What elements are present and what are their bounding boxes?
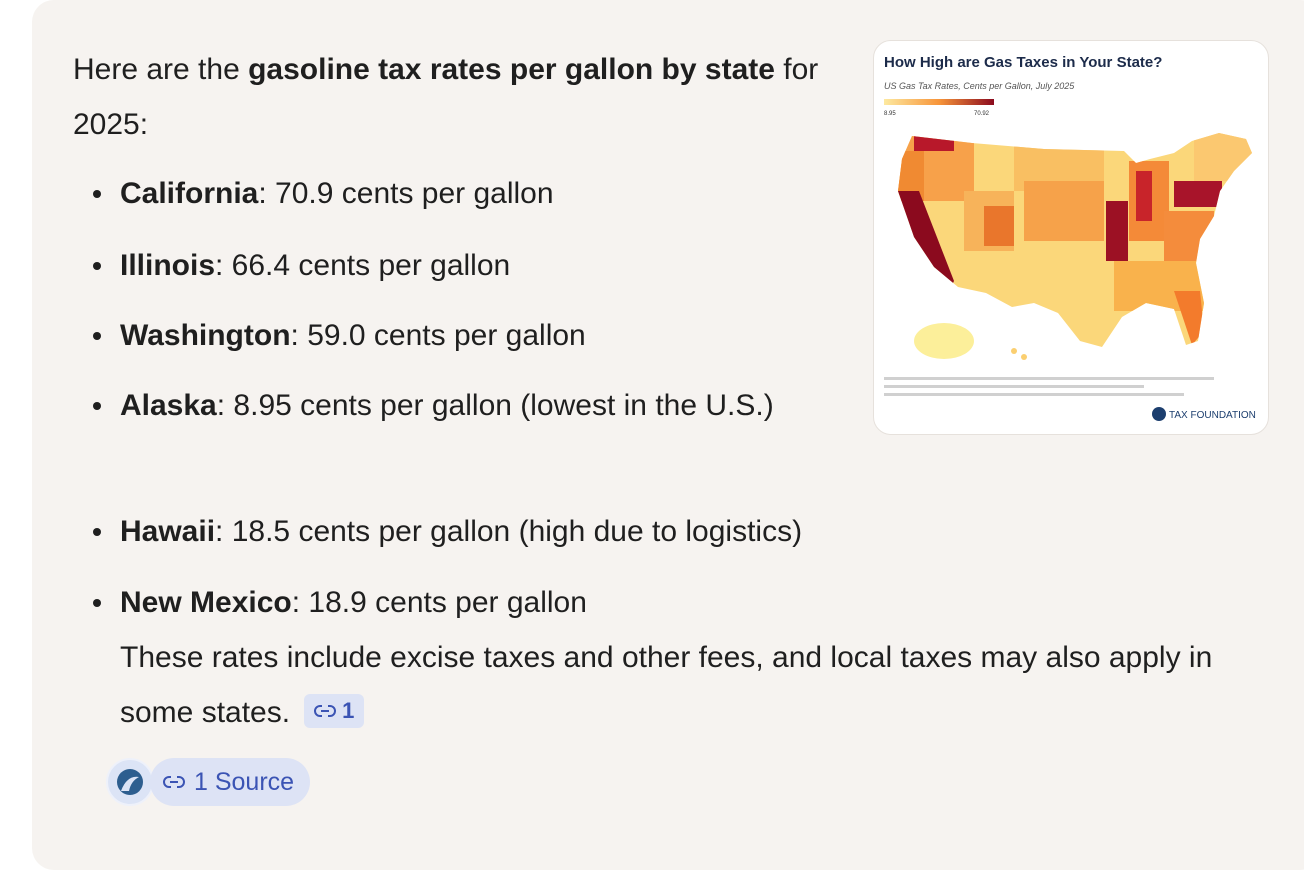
state-name: Alaska [120,389,217,422]
note-line [884,377,1214,380]
link-icon [314,705,337,717]
map-image: How High are Gas Taxes in Your State? US… [884,54,1256,421]
map-subtitle: US Gas Tax Rates, Cents per Gallon, July… [884,81,1075,91]
note-line [884,385,1144,388]
citation-number: 1 [342,698,355,723]
rate-text: : 70.9 cents per gallon [258,177,554,210]
brand: TAX FOUNDATION [1169,410,1256,421]
list-item: California: 70.9 cents per gallon [120,166,1220,221]
bullet [93,262,101,270]
intro-text: for 2025: [73,53,819,141]
legend-min: 8.95 [884,111,896,117]
map-title: How High are Gas Taxes in Your State? [884,54,1162,71]
state-name: Illinois [120,249,216,282]
state-name: Hawaii [120,515,216,548]
favicon-icon [117,769,143,795]
source-pill: 1 Source [150,758,311,806]
legend-max: 70.92 [974,111,990,117]
sources-chip[interactable]: 1 Source [106,758,311,806]
map-thumbnail[interactable]: How High are Gas Taxes in Your State? US… [873,40,1269,435]
bullet [93,332,101,340]
note: These rates include excise taxes and oth… [120,630,1290,740]
bullet [93,190,101,198]
source-favicon [106,758,154,806]
intro: Here are the gasoline tax rates per gall… [73,42,873,152]
legend-bar [884,99,994,105]
map-islands [914,323,1027,360]
rate-text: : 66.4 cents per gallon [215,249,511,282]
source-label: 1 Source [194,767,295,796]
rate-text: : 18.9 cents per gallon [291,586,587,619]
citation-chip[interactable]: 1 [304,694,365,728]
rate-text: : 59.0 cents per gallon [290,319,586,352]
link-icon [163,776,185,788]
list-item: Hawaii: 18.5 cents per gallon (high due … [120,504,1220,559]
bullet [93,402,101,410]
brand-logo [1152,407,1166,421]
intro-bold: gasoline tax rates per gallon by state [248,53,775,86]
state-name: Washington [120,319,291,352]
note-line [884,393,1184,396]
list-item: Alaska: 8.95 cents per gallon (lowest in… [120,378,820,433]
bullet [93,528,101,536]
page: {"answer": { "intro": {"prefix": "Here a… [32,0,1304,870]
list-item: New Mexico: 18.9 cents per gallon [120,575,1220,630]
note-text: These rates include excise taxes and oth… [120,641,1213,729]
intro-text: Here are the [73,53,249,86]
state-name: New Mexico [120,586,292,619]
state-name: California [120,177,259,210]
rate-text: : 8.95 cents per gallon (lowest in the U… [216,389,774,422]
bullet [93,599,101,607]
rate-text: : 18.5 cents per gallon (high due to log… [215,515,803,548]
list-item: Illinois: 66.4 cents per gallon [120,238,1220,293]
list-item: Washington: 59.0 cents per gallon [120,308,1220,363]
